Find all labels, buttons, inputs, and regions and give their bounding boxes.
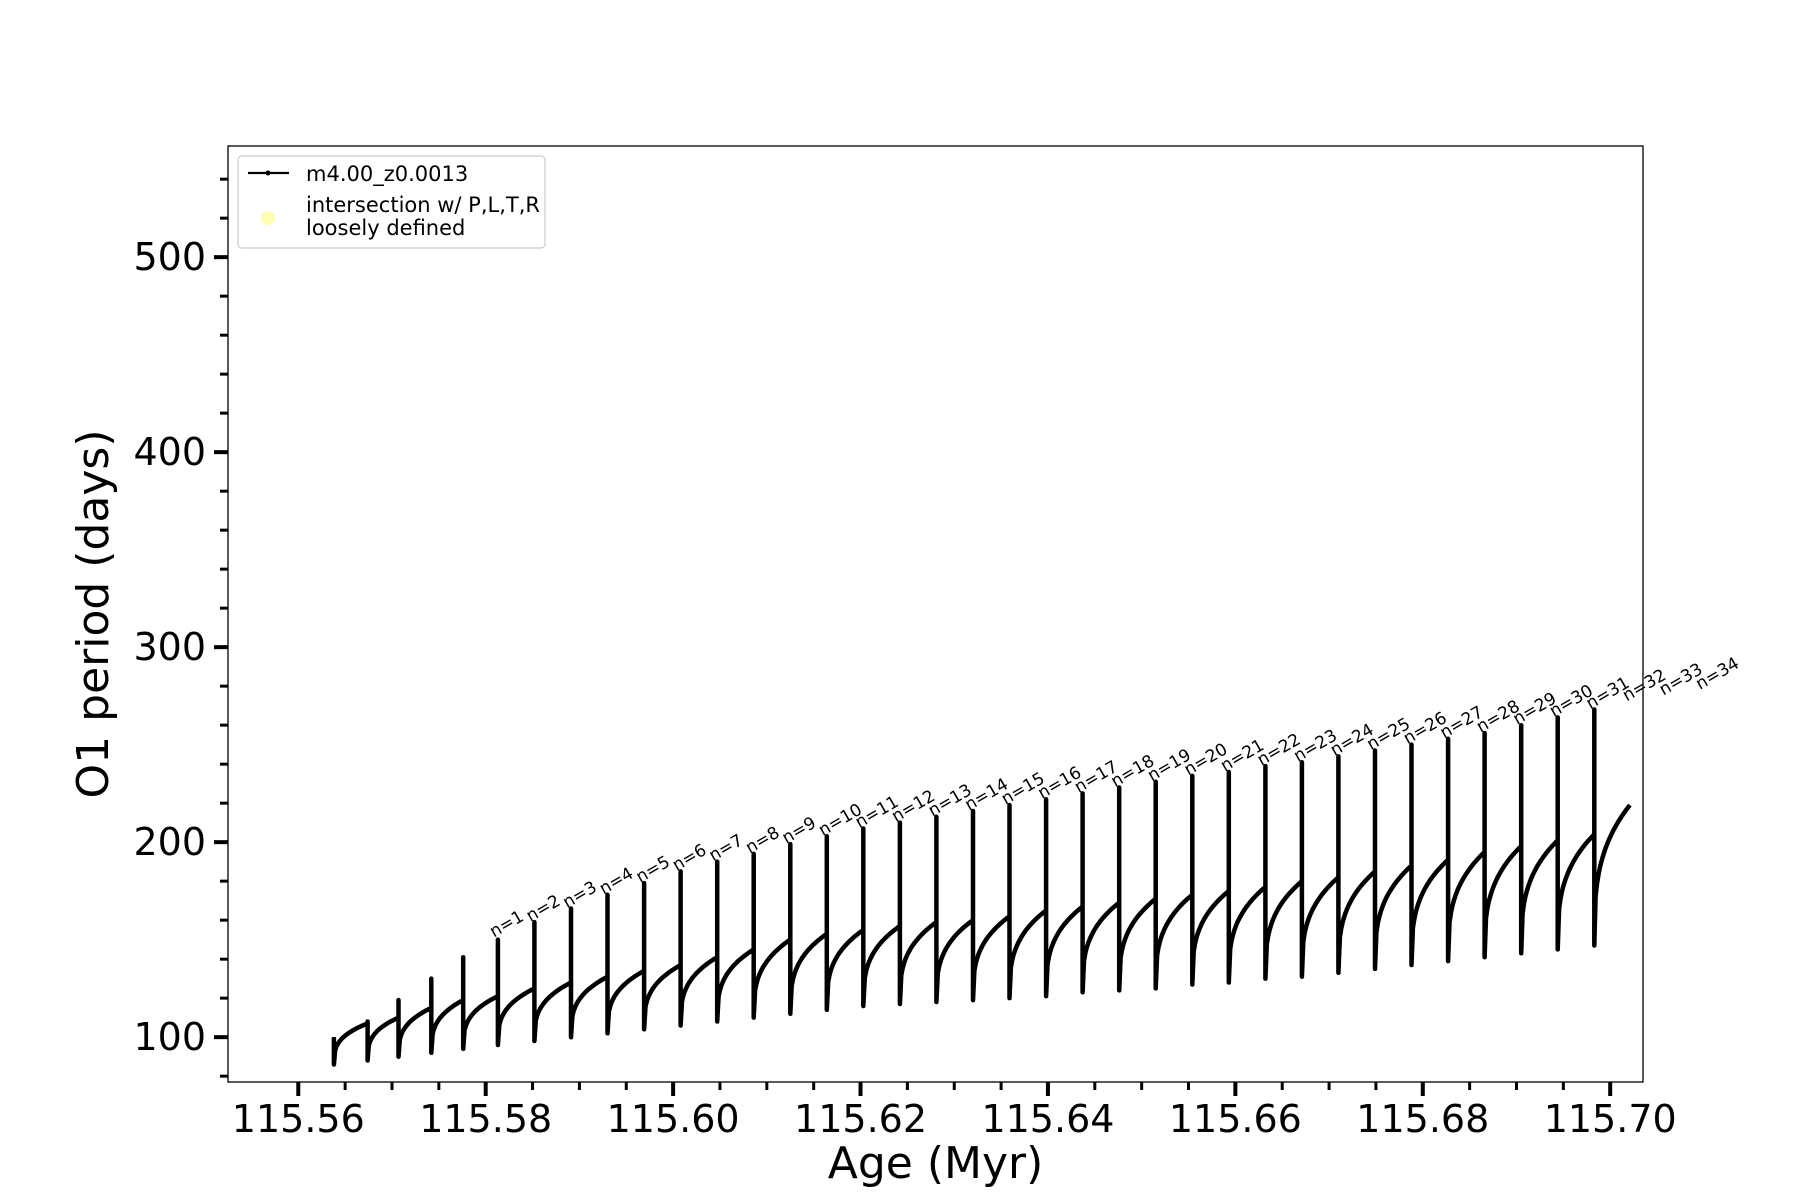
x-tick-label: 115.62 — [794, 1097, 927, 1141]
x-axis-title: Age (Myr) — [828, 1138, 1044, 1189]
legend: m4.00_z0.0013 intersection w/ P,L,T,R lo… — [237, 155, 546, 249]
x-tick-label: 115.56 — [232, 1097, 365, 1141]
y-tick-label: 400 — [133, 430, 206, 474]
legend-line-marker-dot — [265, 170, 271, 176]
x-tick-label: 115.68 — [1356, 1097, 1489, 1141]
x-tick-label: 115.64 — [981, 1097, 1114, 1141]
y-tick-label: 200 — [133, 820, 206, 864]
x-tick-label: 115.60 — [607, 1097, 740, 1141]
y-axis: 100 200 300 400 500 — [133, 177, 228, 1078]
legend-label-intersection-cont: loosely defined — [306, 216, 465, 240]
x-tick-label: 115.70 — [1544, 1097, 1677, 1141]
legend-circle-marker — [261, 211, 275, 225]
legend-label-series: m4.00_z0.0013 — [306, 162, 468, 187]
x-tick-label: 115.66 — [1169, 1097, 1302, 1141]
x-tick-label: 115.58 — [419, 1097, 552, 1141]
y-tick-label: 300 — [133, 625, 206, 669]
x-axis: 115.56 115.58 115.60 115.62 115.64 115.66 115.… — [232, 1082, 1677, 1141]
y-axis-title: O1 period (days) — [68, 430, 119, 799]
series-layer — [331, 707, 1632, 1067]
y-tick-label: 100 — [133, 1015, 206, 1059]
plot-frame — [227, 145, 1644, 1083]
legend-box — [237, 155, 546, 249]
y-tick-label: 500 — [133, 235, 206, 279]
legend-label-intersection: intersection w/ P,L,T,R — [306, 193, 540, 217]
